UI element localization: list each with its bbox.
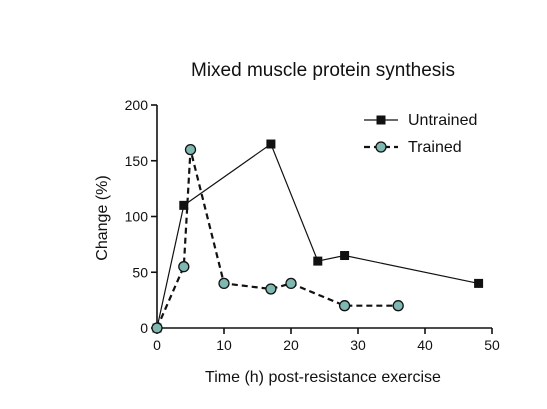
x-tick-label: 50 xyxy=(484,337,500,353)
chart-title: Mixed muscle protein synthesis xyxy=(191,60,455,81)
data-point-trained xyxy=(184,143,197,156)
y-tick-label: 100 xyxy=(125,209,149,225)
series-line-trained xyxy=(155,149,399,329)
data-point-trained xyxy=(178,261,190,273)
y-tick-label: 150 xyxy=(125,153,149,169)
data-point-trained xyxy=(218,277,230,290)
x-tick-label: 20 xyxy=(283,337,299,353)
data-point-untrained xyxy=(474,278,484,288)
data-point-untrained xyxy=(340,251,350,261)
legend-marker-trained xyxy=(375,141,387,153)
legend: Untrained Trained xyxy=(364,112,477,156)
x-tick-label: 40 xyxy=(417,337,433,353)
x-tick-label: 10 xyxy=(216,337,232,353)
data-point-trained xyxy=(285,277,297,290)
data-point-untrained xyxy=(266,139,276,149)
y-tick-label: 0 xyxy=(140,320,148,336)
legend-label-untrained: Untrained xyxy=(408,112,477,129)
axes: 0 50 100 150 200 0 10 20 30 40 50 xyxy=(125,97,500,353)
series-line-untrained xyxy=(156,143,479,329)
legend-label-trained: Trained xyxy=(408,139,462,156)
y-axis-label: Change (%) xyxy=(94,175,111,260)
data-point-trained xyxy=(392,300,404,312)
x-tick-label: 30 xyxy=(350,337,366,353)
y-tick-label: 50 xyxy=(132,264,148,280)
data-point-trained xyxy=(151,322,163,334)
x-axis-label: Time (h) post-resistance exercise xyxy=(205,369,441,386)
data-point-trained xyxy=(338,300,351,312)
x-tick-label: 0 xyxy=(153,337,161,353)
data-point-untrained xyxy=(179,200,189,210)
plot-series xyxy=(151,139,484,334)
y-tick-label: 200 xyxy=(125,97,149,113)
data-point-trained xyxy=(265,283,277,295)
data-point-untrained xyxy=(313,256,323,266)
legend-marker-untrained xyxy=(376,115,386,125)
